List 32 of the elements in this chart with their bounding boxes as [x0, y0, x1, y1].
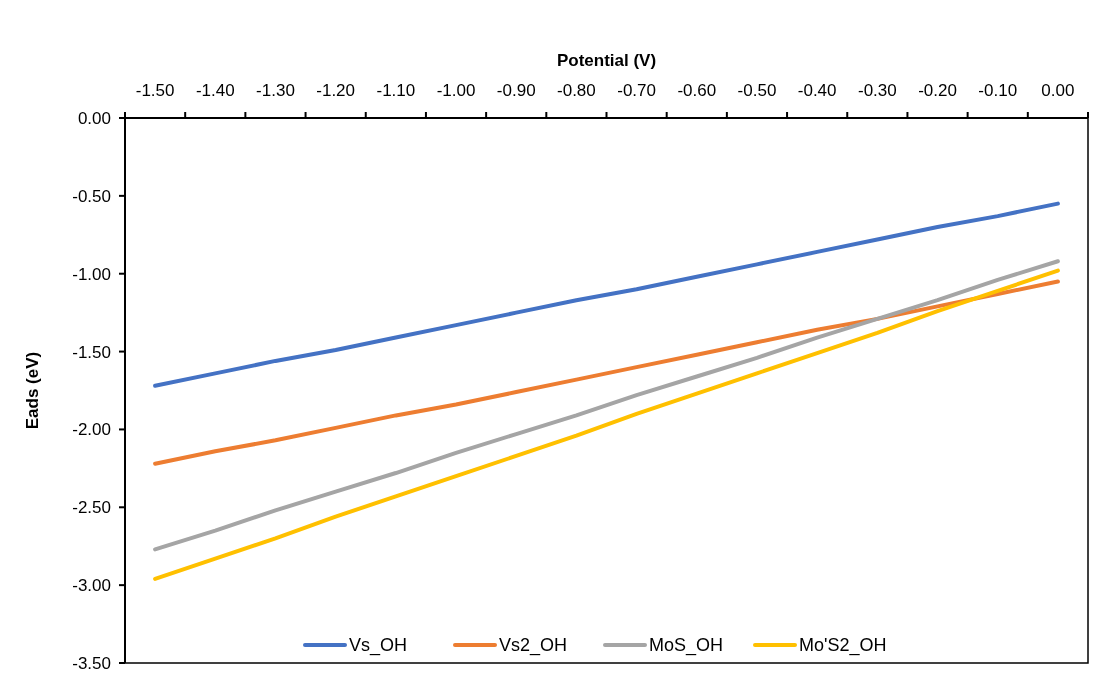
- x-tick-label: -0.10: [978, 81, 1018, 100]
- x-tick-label: -1.40: [195, 81, 235, 100]
- y-tick-label: -0.50: [72, 186, 111, 206]
- x-tick-label: -0.60: [677, 81, 717, 100]
- y-tick-label: -3.50: [72, 653, 111, 673]
- line-series: [153, 279, 1060, 466]
- y-tick-label: -3.00: [72, 576, 111, 596]
- x-tick-label: -0.20: [918, 81, 957, 100]
- x-tick-label: -0.30: [857, 81, 897, 100]
- y-tick-label: -1.50: [72, 342, 111, 362]
- x-tick-label: -1.10: [376, 81, 416, 100]
- x-tick-label: -0.50: [737, 81, 777, 100]
- x-axis-title: Potential (V): [556, 51, 657, 70]
- y-tick-label: -2.00: [72, 420, 111, 440]
- x-tick-label: -0.70: [617, 81, 656, 100]
- x-tick-label: 0.00: [1041, 81, 1075, 100]
- y-axis-title: Eads (eV): [23, 351, 42, 430]
- x-tick-label: -0.90: [496, 81, 536, 100]
- legend-label: MoS_OH: [649, 635, 724, 657]
- line-series: [153, 201, 1060, 388]
- x-tick-label: -1.50: [135, 81, 175, 100]
- x-tick-label: -1.20: [316, 81, 356, 100]
- x-tick-label: -1.30: [256, 81, 295, 100]
- x-tick-label: -0.80: [557, 81, 596, 100]
- legend-label: Vs_OH: [349, 635, 408, 657]
- legend-label: Vs2_OH: [499, 635, 568, 657]
- y-tick-label: 0.00: [77, 108, 111, 128]
- y-tick-label: -1.00: [72, 264, 111, 284]
- x-tick-label: -0.40: [797, 81, 837, 100]
- legend-label: Mo'S2_OH: [799, 635, 887, 657]
- x-tick-label: -1.00: [436, 81, 476, 100]
- y-tick-label: -2.50: [72, 498, 111, 518]
